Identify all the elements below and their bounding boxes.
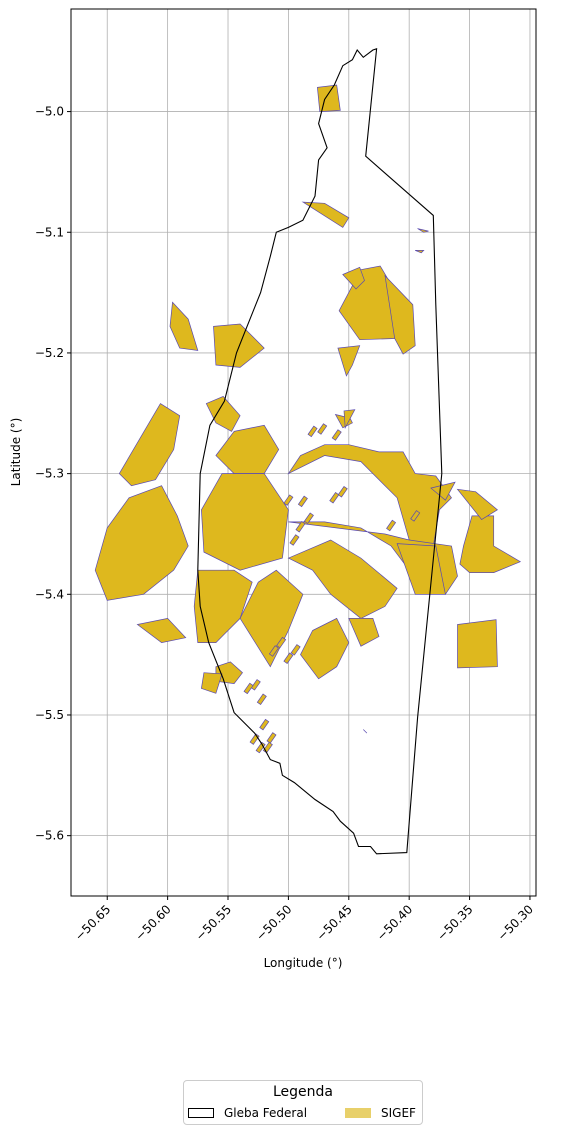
sigef-parcel — [201, 473, 289, 571]
sigef-parcel — [363, 729, 368, 734]
x-tick-label: −50.60 — [132, 902, 173, 943]
sigef-parcel-small — [307, 425, 318, 438]
sigef-parcel — [287, 539, 398, 619]
sigef-parcel — [301, 201, 350, 228]
sigef-parcel-small — [337, 485, 348, 498]
sigef-parcel — [169, 301, 199, 351]
sigef-parcel — [343, 409, 356, 430]
sigef-parcel — [201, 672, 223, 694]
y-tick-label: −5.4 — [35, 587, 64, 601]
sigef-parcel — [118, 403, 181, 487]
sigef-parcel-small — [256, 693, 267, 706]
x-tick-label: −50.65 — [72, 902, 113, 943]
y-axis-title: Latitude (°) — [9, 418, 23, 487]
legend-item-gleba: Gleba Federal — [188, 1106, 307, 1120]
sigef-parcel-small — [266, 732, 277, 744]
sigef-swatch-icon — [345, 1108, 371, 1118]
sigef-parcel — [205, 395, 241, 432]
x-tick-label: −50.45 — [314, 902, 355, 943]
sigef-parcel-small — [262, 741, 273, 754]
sigef-parcel — [193, 569, 253, 643]
sigef-parcel-small — [331, 429, 342, 441]
y-tick-label: −5.1 — [35, 225, 64, 239]
sigef-parcel — [136, 618, 187, 643]
y-tick-label: −5.2 — [35, 346, 64, 360]
sigef-parcel-small — [386, 519, 397, 532]
sigef-parcel-small — [283, 494, 294, 506]
sigef-parcel-small — [243, 682, 254, 695]
y-tick-label: −5.6 — [35, 829, 64, 843]
sigef-parcel-small — [268, 645, 279, 657]
x-axis-title: Longitude (°) — [264, 956, 343, 970]
x-tick-label: −50.55 — [193, 902, 234, 943]
plot-frame — [70, 8, 537, 897]
sigef-parcel — [287, 444, 452, 547]
sigef-parcel — [415, 250, 425, 254]
sigef-parcel — [337, 345, 361, 377]
gleba-swatch-icon — [188, 1108, 214, 1118]
sigef-parcel-small — [290, 644, 301, 656]
sigef-parcel — [348, 618, 380, 647]
sigef-parcel-small — [329, 492, 340, 504]
x-tick-label: −50.30 — [495, 902, 536, 943]
y-ticks: −5.0 −5.1 −5.2 −5.3 −5.4 −5.5 −5.6 — [35, 105, 71, 843]
sigef-parcel-small — [410, 510, 421, 522]
sigef-parcel — [342, 266, 365, 290]
sigef-parcel — [317, 84, 341, 112]
gleba-layer — [197, 48, 443, 855]
y-tick-label: −5.0 — [35, 105, 64, 119]
sigef-layer — [94, 84, 522, 754]
sigef-parcel — [300, 617, 350, 680]
sigef-parcel-small — [283, 652, 294, 664]
x-ticks: −50.65 −50.60 −50.55 −50.50 −50.45 −50.40 −50.… — [72, 896, 536, 944]
sigef-parcel — [457, 619, 498, 669]
sigef-parcel — [459, 515, 522, 573]
sigef-parcel — [456, 488, 498, 520]
sigef-parcel — [430, 481, 456, 501]
sigef-parcel-small — [289, 534, 300, 546]
sigef-parcel-small — [250, 679, 261, 691]
x-tick-label: −50.40 — [374, 902, 415, 943]
sigef-parcel — [215, 424, 280, 474]
legend-label-gleba: Gleba Federal — [224, 1106, 308, 1120]
legend-title: Legenda — [272, 1084, 333, 1100]
sigef-parcel-small — [249, 733, 260, 745]
legend-item-sigef: SIGEF — [345, 1106, 416, 1120]
y-tick-label: −5.3 — [35, 467, 64, 481]
sigef-parcel-small — [276, 636, 287, 649]
sigef-parcel-small — [297, 495, 308, 508]
y-tick-label: −5.5 — [35, 708, 64, 722]
sigef-parcel-small — [259, 718, 270, 731]
legend: Legenda Gleba Federal SIGEF — [183, 1080, 423, 1125]
sigef-parcel — [417, 228, 429, 233]
sigef-parcel-small — [295, 520, 306, 533]
sigef-parcel-small — [317, 423, 328, 435]
gleba-federal-boundary — [197, 48, 443, 855]
x-tick-label: −50.35 — [434, 902, 475, 943]
sigef-parcel — [94, 485, 189, 601]
sigef-parcel — [239, 569, 304, 668]
x-tick-label: −50.50 — [253, 902, 294, 943]
sigef-parcel-small — [303, 512, 314, 525]
legend-label-sigef: SIGEF — [381, 1106, 416, 1120]
sigef-parcel — [384, 274, 416, 355]
